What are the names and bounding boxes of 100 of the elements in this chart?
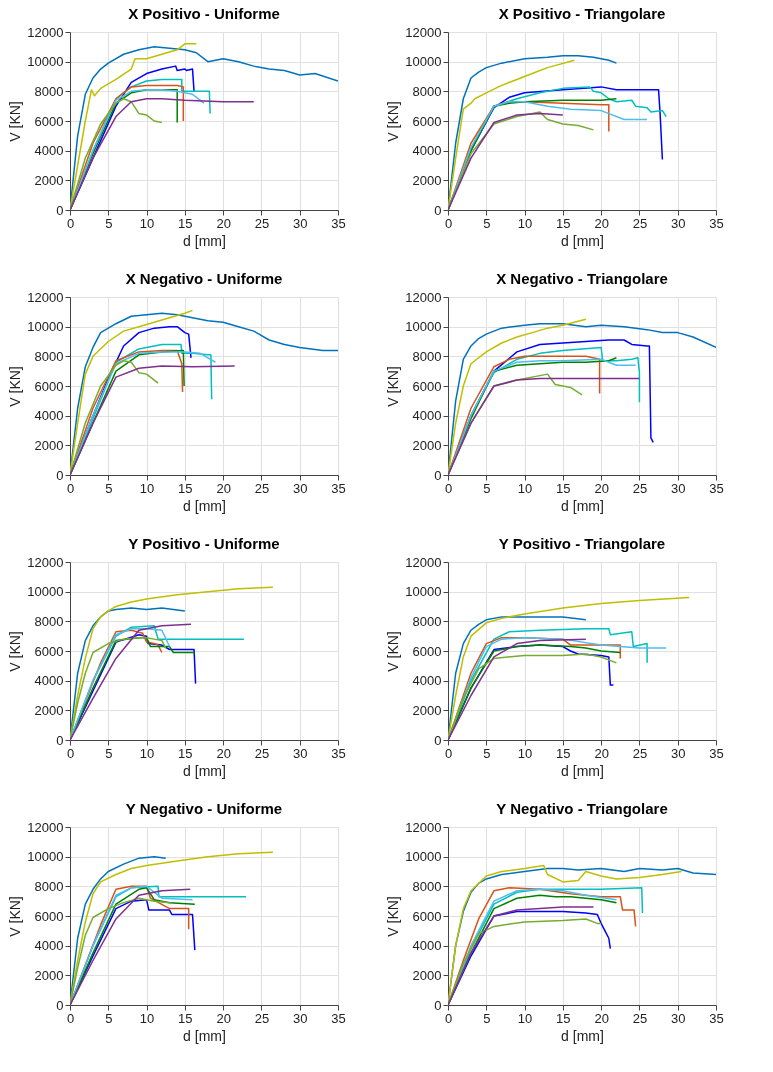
y-axis-title: V [KN] [7,631,24,672]
x-tick-label: 15 [178,1010,193,1026]
x-tick-label: 25 [632,480,648,496]
y-tick-label: 0 [56,467,64,483]
y-tick-label: 4000 [412,408,442,424]
x-tick-label: 20 [216,1010,231,1026]
x-tick-label: 0 [66,745,75,761]
y-tick-label: 2000 [34,172,64,188]
x-tick-label: 35 [709,1010,724,1026]
x-tick-label: 25 [632,745,648,761]
x-tick-label: 15 [556,215,571,231]
x-tick-label: 0 [444,480,453,496]
y-axis-title: V [KN] [7,366,24,407]
x-tick-label: 35 [709,745,724,761]
y-tick-label: 10000 [27,54,64,70]
x-tick-label: 20 [216,480,231,496]
y-tick-label: 0 [434,997,442,1013]
y-tick-label: 4000 [412,143,442,159]
x-axis-title: d [mm] [183,232,226,249]
x-axis-title: d [mm] [561,497,604,514]
y-tick-label: 6000 [412,643,442,659]
x-tick-label: 35 [331,215,346,231]
y-tick-label: 12000 [27,554,64,570]
x-tick-label: 30 [292,480,308,496]
y-tick-label: 10000 [405,849,442,865]
y-tick-label: 2000 [34,967,64,983]
x-tick-label: 5 [483,745,491,761]
x-tick-label: 35 [709,480,724,496]
chart-title: Y Negativo - Triangolare [496,800,668,817]
y-axis-title: V [KN] [385,101,402,142]
x-tick-label: 5 [105,745,113,761]
x-tick-label: 35 [331,745,346,761]
x-tick-label: 30 [670,215,686,231]
x-tick-label: 5 [483,1010,491,1026]
x-tick-label: 25 [632,215,648,231]
y-tick-label: 0 [434,202,442,218]
chart-title: X Negativo - Uniforme [125,270,283,287]
y-axis-title: V [KN] [385,631,402,672]
x-tick-label: 10 [139,480,155,496]
x-tick-label: 10 [517,745,533,761]
x-tick-label: 30 [292,1010,308,1026]
chart-title: Y Negativo - Uniforme [125,800,283,817]
chart-title: X Negativo - Triangolare [496,270,668,287]
y-tick-label: 8000 [412,613,442,629]
y-tick-label: 10000 [27,584,64,600]
x-tick-label: 25 [632,1010,648,1026]
y-tick-label: 12000 [27,819,64,835]
x-tick-label: 10 [517,480,533,496]
x-tick-label: 25 [254,1010,270,1026]
y-tick-label: 6000 [412,378,442,394]
y-tick-label: 6000 [412,113,442,129]
y-tick-label: 2000 [412,702,442,718]
y-tick-label: 10000 [405,584,442,600]
x-tick-label: 0 [66,480,75,496]
x-tick-label: 0 [444,215,453,231]
y-tick-label: 6000 [34,643,64,659]
x-tick-label: 30 [292,745,308,761]
y-tick-label: 4000 [34,408,64,424]
x-tick-label: 25 [254,215,270,231]
x-tick-label: 0 [66,215,75,231]
x-tick-label: 20 [594,745,609,761]
y-tick-label: 8000 [412,83,442,99]
x-tick-label: 25 [254,745,270,761]
y-tick-label: 8000 [412,878,442,894]
x-tick-label: 15 [178,745,193,761]
x-tick-label: 25 [254,480,270,496]
x-axis-title: d [mm] [183,497,226,514]
y-tick-label: 10000 [27,849,64,865]
chart-title: Y Positivo - Uniforme [128,535,280,552]
x-tick-label: 0 [444,745,453,761]
x-tick-label: 35 [709,215,724,231]
x-tick-label: 30 [670,1010,686,1026]
x-tick-label: 35 [331,1010,346,1026]
x-tick-label: 5 [105,480,113,496]
y-tick-label: 12000 [405,554,442,570]
y-tick-label: 8000 [412,348,442,364]
y-tick-label: 8000 [34,348,64,364]
y-tick-label: 4000 [34,673,64,689]
x-tick-label: 30 [670,745,686,761]
x-tick-label: 5 [105,215,113,231]
y-tick-label: 2000 [412,967,442,983]
y-tick-label: 4000 [34,143,64,159]
y-tick-label: 0 [434,467,442,483]
chart-title: X Positivo - Triangolare [498,5,666,22]
x-axis-title: d [mm] [561,1027,604,1044]
y-tick-label: 12000 [405,819,442,835]
y-tick-label: 6000 [34,908,64,924]
y-tick-label: 8000 [34,878,64,894]
y-tick-label: 2000 [34,437,64,453]
y-tick-label: 4000 [412,673,442,689]
x-axis-title: d [mm] [183,1027,226,1044]
y-tick-label: 0 [434,732,442,748]
x-tick-label: 20 [594,215,609,231]
x-axis-title: d [mm] [561,232,604,249]
y-tick-label: 10000 [27,319,64,335]
y-axis-title: V [KN] [385,366,402,407]
chart-title: X Positivo - Uniforme [128,5,280,22]
x-tick-label: 30 [670,480,686,496]
y-tick-label: 6000 [412,908,442,924]
chart-title: Y Positivo - Triangolare [498,535,666,552]
